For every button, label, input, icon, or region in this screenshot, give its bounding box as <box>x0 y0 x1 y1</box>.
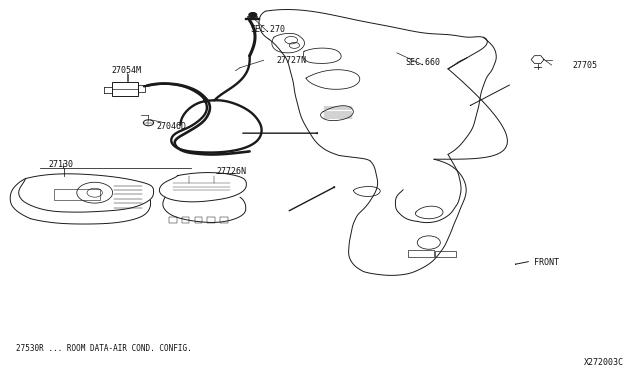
Bar <box>220 217 228 223</box>
Text: SEC.270: SEC.270 <box>250 25 285 34</box>
Text: 27130: 27130 <box>48 160 74 169</box>
Text: SEC.660: SEC.660 <box>405 58 440 67</box>
Text: X272003C: X272003C <box>584 358 624 367</box>
Bar <box>435 251 456 257</box>
Bar <box>195 217 202 223</box>
Circle shape <box>249 13 257 17</box>
Text: 27046D: 27046D <box>157 122 186 131</box>
Bar <box>138 85 145 92</box>
Text: 27727N: 27727N <box>276 56 306 65</box>
Bar <box>169 217 177 223</box>
Text: 27726N: 27726N <box>217 167 246 176</box>
Text: 27705: 27705 <box>573 61 598 70</box>
Bar <box>408 250 434 257</box>
Bar <box>112 82 138 96</box>
Text: 27054M: 27054M <box>112 66 141 75</box>
Bar <box>54 189 100 200</box>
Bar <box>207 217 215 223</box>
Text: 27530R ... ROOM DATA-AIR COND. CONFIG.: 27530R ... ROOM DATA-AIR COND. CONFIG. <box>16 344 192 353</box>
Bar <box>182 217 189 223</box>
Text: FRONT: FRONT <box>534 258 559 267</box>
